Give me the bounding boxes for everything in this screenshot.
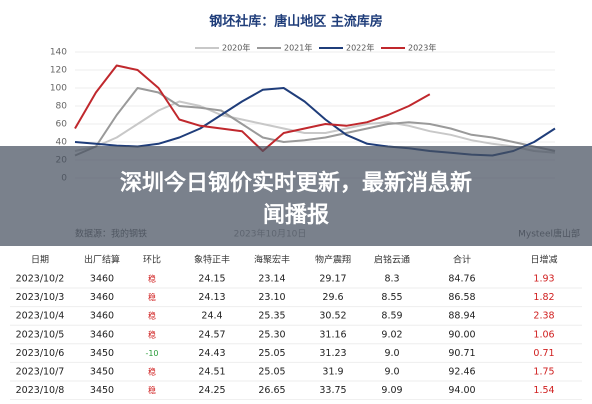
table-cell: 24.51 [198,367,225,378]
table-cell: 0.71 [533,348,554,359]
table-cell: 31.23 [319,348,346,359]
table-cell: 2023/10/8 [16,385,65,396]
table-header: 日增减 [530,254,557,266]
table-cell: 9.0 [384,348,399,359]
table-cell: 1.06 [533,329,554,340]
headline: 深圳今日钢价实时更新，最新消息新 [120,170,472,196]
table-cell: 2.38 [533,311,554,322]
table-cell: 2023/10/3 [16,292,65,303]
table-cell: 2023/10/6 [16,348,65,359]
table-cell: 3460 [90,292,114,303]
table-cell: 24.57 [198,329,225,340]
table-cell: 稳 [148,311,156,321]
table-cell: 84.76 [448,274,475,285]
table-cell: 31.16 [319,329,346,340]
table-cell: 86.58 [448,292,475,303]
table-cell: 24.15 [198,274,225,285]
table-cell: 25.35 [258,311,285,322]
table-cell: 3460 [90,311,114,322]
series-line [74,100,556,154]
table-cell: -10 [145,349,158,358]
table-header: 启铭云通 [374,254,410,266]
table-cell: 3450 [90,367,114,378]
table-cell: 29.6 [322,292,343,303]
table-cell: 24.43 [198,348,225,359]
table-cell: 8.59 [381,311,402,322]
y-tick-label: 120 [50,66,67,76]
table-cell: 8.55 [381,292,402,303]
table-cell: 稳 [148,274,156,284]
y-tick-label: 80 [56,102,68,112]
table-header: 物产震翔 [315,254,351,266]
table-header: 合计 [453,254,471,266]
table-cell: 3460 [90,329,114,340]
table-cell: 30.52 [319,311,346,322]
table-cell: 29.17 [319,274,346,285]
table-cell: 24.13 [198,292,225,303]
legend-label: 2023年 [408,43,436,53]
table-cell: 稳 [148,292,156,302]
y-tick-label: 140 [50,48,67,58]
table-cell: 9.0 [384,367,399,378]
table-header: 日期 [31,255,49,266]
legend-label: 2021年 [284,43,312,53]
table-cell: 92.46 [448,367,475,378]
table-cell: 9.09 [381,385,402,396]
table-cell: 3460 [90,274,114,285]
table-cell: 25.30 [258,329,285,340]
overlay-band [0,146,592,246]
table-cell: 90.71 [448,348,475,359]
table-header: 海聚宏丰 [254,254,290,266]
table-cell: 88.94 [448,311,475,322]
table-cell: 稳 [148,367,156,377]
table-cell: 23.14 [258,274,285,285]
table-header: 环比 [143,254,161,266]
table-cell: 24.25 [198,385,225,396]
table-cell: 33.75 [319,385,346,396]
table-header: 出厂结算 [84,254,120,266]
table-cell: 1.82 [533,292,554,303]
series-line [74,64,431,152]
table-cell: 稳 [148,329,156,339]
table-cell: 90.00 [448,329,475,340]
table-cell: 2023/10/4 [16,311,65,322]
table-cell: 稳 [148,385,156,395]
table-cell: 1.54 [533,385,554,396]
table-cell: 25.05 [258,348,285,359]
series-line [74,87,556,157]
table-cell: 9.02 [381,329,402,340]
legend-label: 2022年 [346,43,374,53]
y-tick-label: 40 [56,138,68,148]
table-cell: 2023/10/7 [16,367,65,378]
chart-title: 钢坯社库：唐山地区 主流库房 [209,14,383,30]
table-cell: 2023/10/5 [16,329,65,340]
table-cell: 3450 [90,348,114,359]
legend-label: 2020年 [222,43,250,53]
y-tick-label: 60 [56,120,68,130]
table-cell: 2023/10/2 [16,274,65,285]
table-cell: 94.00 [448,385,475,396]
headline: 闻播报 [263,203,329,228]
y-tick-label: 100 [50,84,67,94]
table-cell: 25.05 [258,367,285,378]
table-cell: 1.75 [533,367,554,378]
table-cell: 8.3 [384,274,399,285]
table-header: 象特正丰 [194,254,230,266]
table-cell: 31.9 [322,367,343,378]
table-cell: 1.93 [533,274,554,285]
table-cell: 3450 [90,385,114,396]
table-cell: 23.10 [258,292,285,303]
table-cell: 24.4 [201,311,222,322]
table-cell: 26.65 [258,385,285,396]
